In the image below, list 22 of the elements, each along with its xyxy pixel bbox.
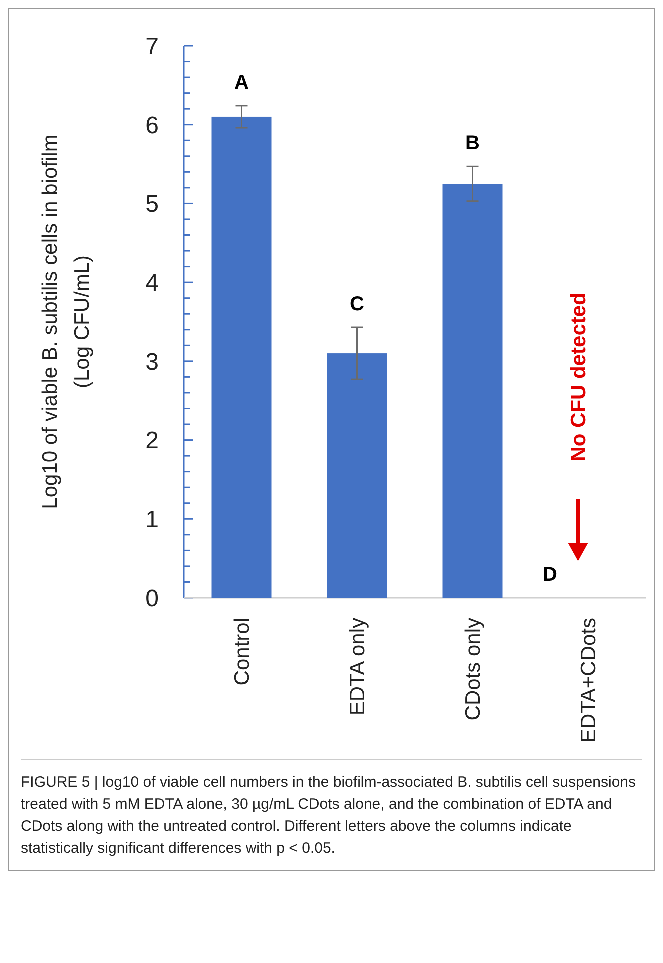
annotation: B: [466, 132, 480, 155]
annotation: A: [234, 72, 249, 94]
annotation: No CFU detected: [568, 292, 591, 462]
bar: [327, 354, 388, 598]
x-tick-label: EDTA+CDots: [578, 618, 601, 744]
y-tick-label: 4: [146, 270, 159, 297]
y-tick-label: 2: [146, 428, 159, 455]
annotation: C: [350, 294, 364, 316]
y-tick-label: 3: [146, 348, 159, 376]
x-tick-label: CDots only: [462, 618, 486, 721]
caption: FIGURE 5 | log10 of viable cell numbers in the biofilm-associated B. subtilis cell suspensions treated with 5 mM EDTA alone, 30 µg/mL CDots alone, and the combination of EDTA and CDots along with the untreated control. Different letters above the columns indicate statistically significant differences with p < 0.05.: [21, 759, 642, 870]
y-tick-label: 1: [146, 506, 159, 534]
y-tick-label: 7: [146, 33, 159, 60]
annotation: D: [543, 564, 558, 586]
y-tick-label: 5: [146, 191, 159, 218]
x-tick-label: EDTA only: [346, 618, 370, 716]
bar: [442, 184, 503, 598]
y-tick-label: 6: [146, 112, 159, 140]
y-tick-label: 0: [146, 585, 159, 612]
bar: [212, 116, 272, 598]
y-axis-title: Log10 of viable B. subtilis cells in biofilm (Log CFU/mL): [39, 134, 94, 510]
x-tick-label: Control: [231, 618, 254, 686]
